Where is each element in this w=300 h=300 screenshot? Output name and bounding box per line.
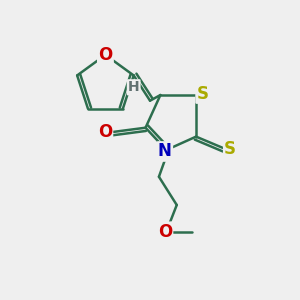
- Text: O: O: [158, 223, 172, 241]
- Text: S: S: [224, 140, 236, 158]
- Text: H: H: [128, 80, 140, 94]
- Text: O: O: [98, 123, 112, 141]
- Text: O: O: [98, 46, 112, 64]
- Text: N: N: [158, 142, 172, 160]
- Text: S: S: [196, 85, 208, 103]
